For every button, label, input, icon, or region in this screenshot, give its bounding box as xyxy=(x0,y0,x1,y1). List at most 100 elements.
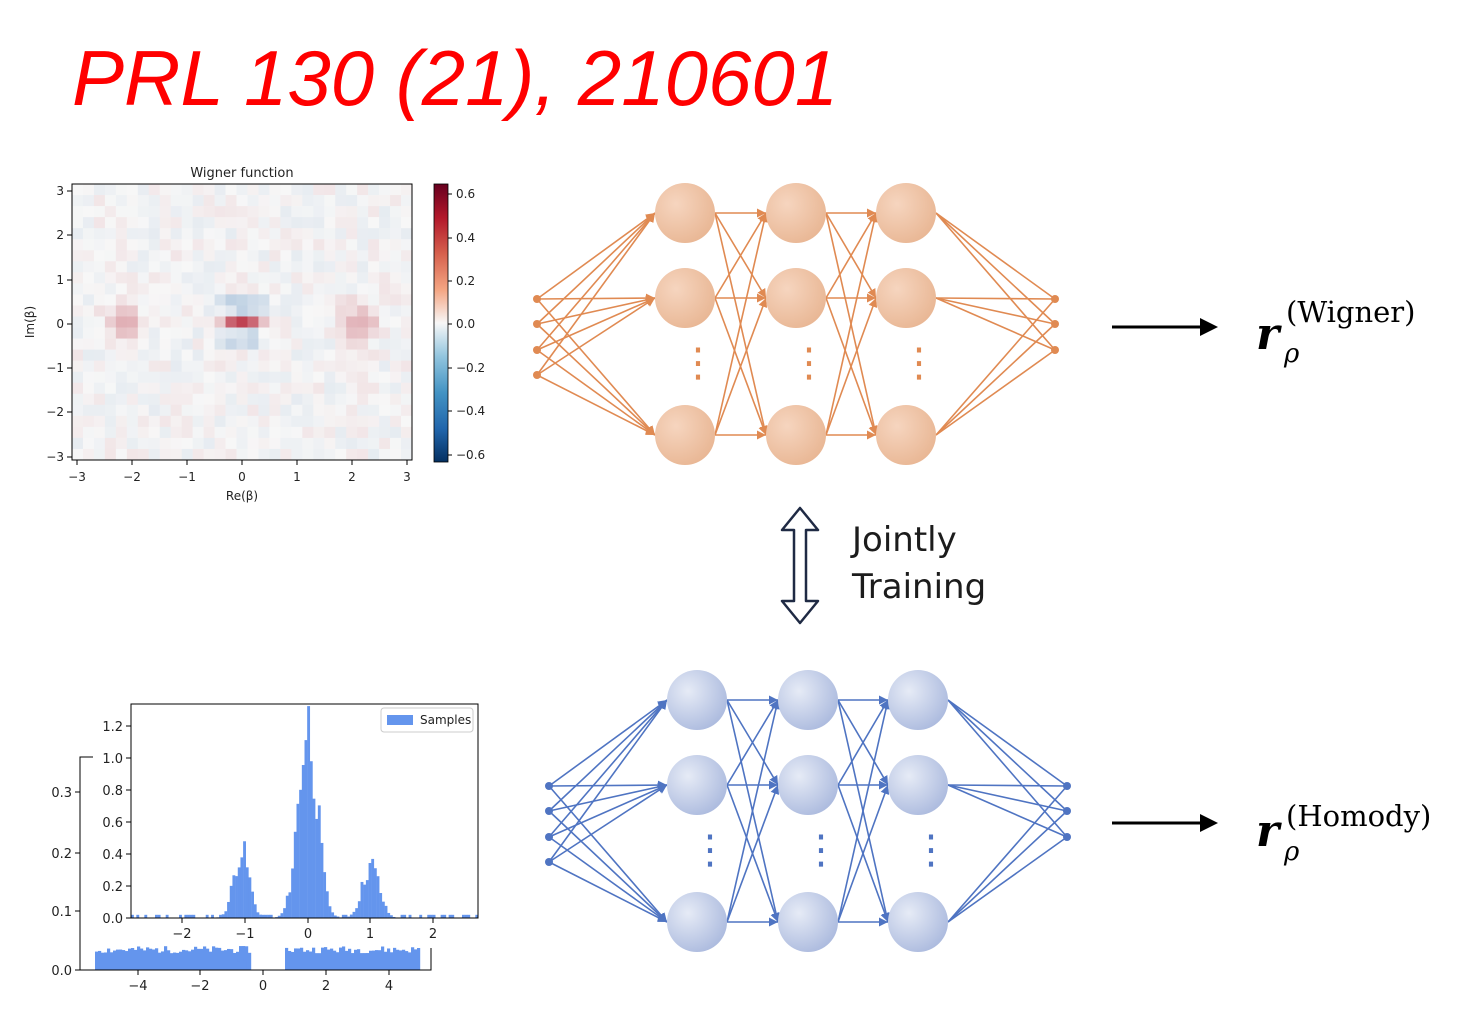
histogram-bar xyxy=(451,914,455,918)
wigner-x-tick: −3 xyxy=(68,470,86,484)
heatmap-cell xyxy=(390,360,402,372)
heatmap-cell xyxy=(126,217,139,229)
heatmap-cell xyxy=(137,437,150,450)
front-y-tick: 0.2 xyxy=(102,880,123,895)
heatmap-cell xyxy=(236,283,248,295)
heatmap-cell xyxy=(379,283,391,295)
heatmap-cell xyxy=(313,272,325,284)
heatmap-cell xyxy=(126,360,139,372)
heatmap-cell xyxy=(225,316,237,328)
heatmap-cell xyxy=(225,371,237,384)
heatmap-cell xyxy=(148,327,161,339)
heatmap-cell xyxy=(203,338,215,350)
colorbar xyxy=(433,183,449,463)
heatmap-cell xyxy=(302,250,314,262)
heatmap-cell xyxy=(181,393,193,406)
heatmap-cell xyxy=(214,393,226,406)
neuron xyxy=(766,405,826,465)
heatmap-cell xyxy=(181,228,193,240)
heatmap-cell xyxy=(126,250,139,262)
wigner-x-tick: −1 xyxy=(178,470,196,484)
back-y-axis: 0.0 0.1 0.2 0.3 xyxy=(51,786,80,979)
histogram-bar xyxy=(243,841,246,918)
connection xyxy=(548,699,668,787)
connection xyxy=(548,782,668,812)
heatmap-cell xyxy=(192,382,204,395)
heatmap-cell xyxy=(148,195,161,207)
heatmap-cell xyxy=(203,250,215,262)
heatmap-cell xyxy=(302,239,314,251)
heatmap-cell xyxy=(115,349,128,361)
wigner-y-tick: −3 xyxy=(46,450,64,464)
heatmap-cell xyxy=(126,349,139,361)
heatmap-cell xyxy=(390,261,402,273)
heatmap-cell xyxy=(269,393,281,406)
heatmap-cell xyxy=(269,349,281,361)
heatmap-cell xyxy=(258,371,270,384)
heatmap-cell xyxy=(313,294,325,306)
heatmap-cell xyxy=(137,349,150,361)
heatmap-cell xyxy=(214,195,226,207)
heatmap-cell xyxy=(379,316,391,328)
heatmap-cell xyxy=(137,195,150,207)
heatmap-cell xyxy=(115,283,128,295)
heatmap-cell xyxy=(302,283,314,295)
heatmap-cell xyxy=(346,327,358,339)
heatmap-cell xyxy=(126,272,139,284)
heatmap-cell xyxy=(247,206,259,218)
heatmap-cell xyxy=(346,228,358,240)
heatmap-cell xyxy=(170,316,182,328)
histogram-bar xyxy=(321,947,325,970)
heatmap-cell xyxy=(313,184,325,196)
histogram-bar xyxy=(365,880,369,918)
heatmap-cell xyxy=(324,437,336,450)
histogram-bar xyxy=(443,914,447,918)
ellipsis: ⋮ xyxy=(801,827,841,873)
heatmap-cell xyxy=(104,250,117,262)
heatmap-cell xyxy=(115,184,128,196)
heatmap-cell xyxy=(72,195,84,207)
heatmap-cell xyxy=(379,184,391,196)
heatmap-cell xyxy=(236,239,248,251)
histogram-bar xyxy=(381,946,385,970)
histogram-bar xyxy=(432,914,436,918)
heatmap-cell xyxy=(346,316,358,328)
histogram-bar xyxy=(387,912,391,918)
heatmap-cell xyxy=(236,261,248,273)
heatmap-cell xyxy=(203,239,215,251)
histogram-bar xyxy=(245,946,249,970)
heatmap-cell xyxy=(126,228,139,240)
heatmap-cell xyxy=(170,294,182,306)
heatmap-cell xyxy=(302,184,314,196)
neuron xyxy=(888,892,948,952)
histogram-bar xyxy=(157,914,161,918)
heatmap-cell xyxy=(291,327,303,339)
heatmap-cell xyxy=(357,305,369,317)
histogram-bar xyxy=(234,959,238,970)
connection xyxy=(947,785,1068,923)
heatmap-cell xyxy=(346,272,358,284)
heatmap-cell xyxy=(335,294,347,306)
front-y-tick: 0.0 xyxy=(102,912,123,927)
heatmap-cell xyxy=(137,327,150,339)
heatmap-cell xyxy=(335,371,347,384)
heatmap-cell xyxy=(335,206,347,218)
histogram-bar xyxy=(155,948,159,970)
heatmap-cell xyxy=(170,283,182,295)
histogram-bar xyxy=(414,949,418,970)
heatmap-cell xyxy=(236,371,248,384)
heatmap-cell xyxy=(247,184,259,196)
histogram-bar xyxy=(146,947,150,970)
heatmap-cell xyxy=(214,448,226,461)
heatmap-cell xyxy=(335,217,347,229)
heatmap-cell xyxy=(302,360,314,372)
connection xyxy=(947,784,1068,787)
heatmap-cell xyxy=(93,184,106,196)
heatmap-cell xyxy=(72,415,84,428)
heatmap-cell xyxy=(401,382,413,395)
heatmap-cell xyxy=(214,305,226,317)
heatmap-cell xyxy=(126,261,139,273)
heatmap-cell xyxy=(390,437,402,450)
heatmap-cell xyxy=(357,360,369,372)
heatmap-cell xyxy=(170,393,182,406)
